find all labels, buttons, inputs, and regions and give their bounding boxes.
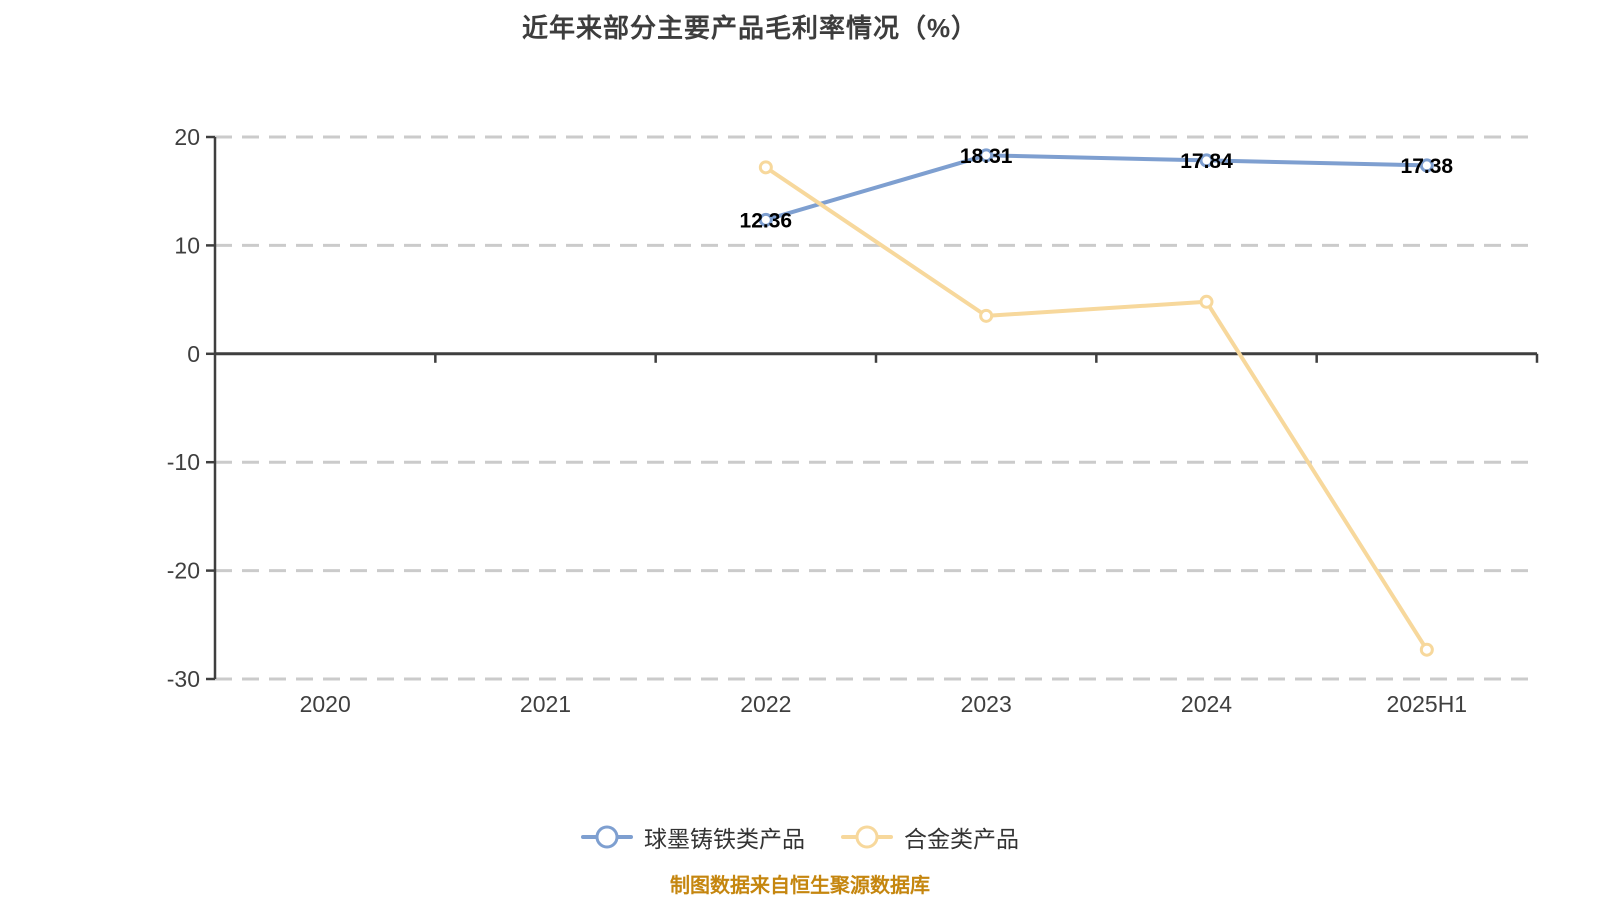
series-1-value-label-2024: 17.84 — [1180, 150, 1233, 173]
y-axis-tick-label: -20 — [167, 558, 200, 584]
series-2-line[interactable] — [763, 165, 1429, 652]
chart-title: 近年来部分主要产品毛利率情况（%） — [521, 13, 979, 43]
series-1-marker-2025H1[interactable] — [1419, 158, 1434, 173]
y-axis-tick-label: 20 — [174, 124, 200, 150]
legend-marker-alloy-icon — [841, 825, 893, 849]
legend-item-ductile-iron-products[interactable]: 球墨铸铁类产品 — [581, 820, 805, 854]
x-axis-tick-label: 2020 — [300, 691, 351, 717]
legend-circle-icon — [855, 825, 879, 849]
legend-item-alloy-products[interactable]: 合金类产品 — [841, 820, 1019, 854]
legend-marker-ductile-iron-icon — [581, 825, 633, 849]
data-source-note: 制图数据来自恒生聚源数据库 — [670, 875, 930, 897]
legend: 球墨铸铁类产品 合金类产品 — [0, 814, 1600, 860]
legend-label-alloy: 合金类产品 — [904, 826, 1019, 852]
series-1-marker-2022[interactable] — [758, 212, 773, 227]
x-axis-tick-label: 2025H1 — [1387, 691, 1468, 717]
series-1-value-label-2023: 18.31 — [960, 145, 1013, 168]
y-axis-tick-label: 10 — [174, 232, 200, 258]
legend-circle-icon — [595, 825, 619, 849]
series-2-marker-2023[interactable] — [979, 308, 994, 323]
x-axis-tick-label: 2022 — [740, 691, 791, 717]
series-1-line[interactable] — [763, 153, 1429, 222]
legend-label-ductile-iron: 球墨铸铁类产品 — [644, 826, 805, 852]
series-2-marker-2022[interactable] — [758, 160, 773, 175]
y-axis-tick-label: 0 — [187, 341, 200, 367]
series-2-marker-2024[interactable] — [1199, 294, 1214, 309]
x-axis-tick-label: 2023 — [961, 691, 1012, 717]
series-1-value-label-2025H1: 17.38 — [1401, 155, 1454, 178]
series-2-marker-2025H1[interactable] — [1419, 642, 1434, 657]
series-1-value-label-2022: 12.36 — [740, 209, 793, 232]
series-1-marker-2023[interactable] — [979, 148, 994, 163]
series-1-marker-2024[interactable] — [1199, 153, 1214, 168]
y-axis-tick-label: -30 — [167, 666, 200, 692]
x-axis-tick-label: 2024 — [1181, 691, 1232, 717]
y-axis-tick-label: -10 — [167, 449, 200, 475]
x-axis-tick-label: 2021 — [520, 691, 571, 717]
